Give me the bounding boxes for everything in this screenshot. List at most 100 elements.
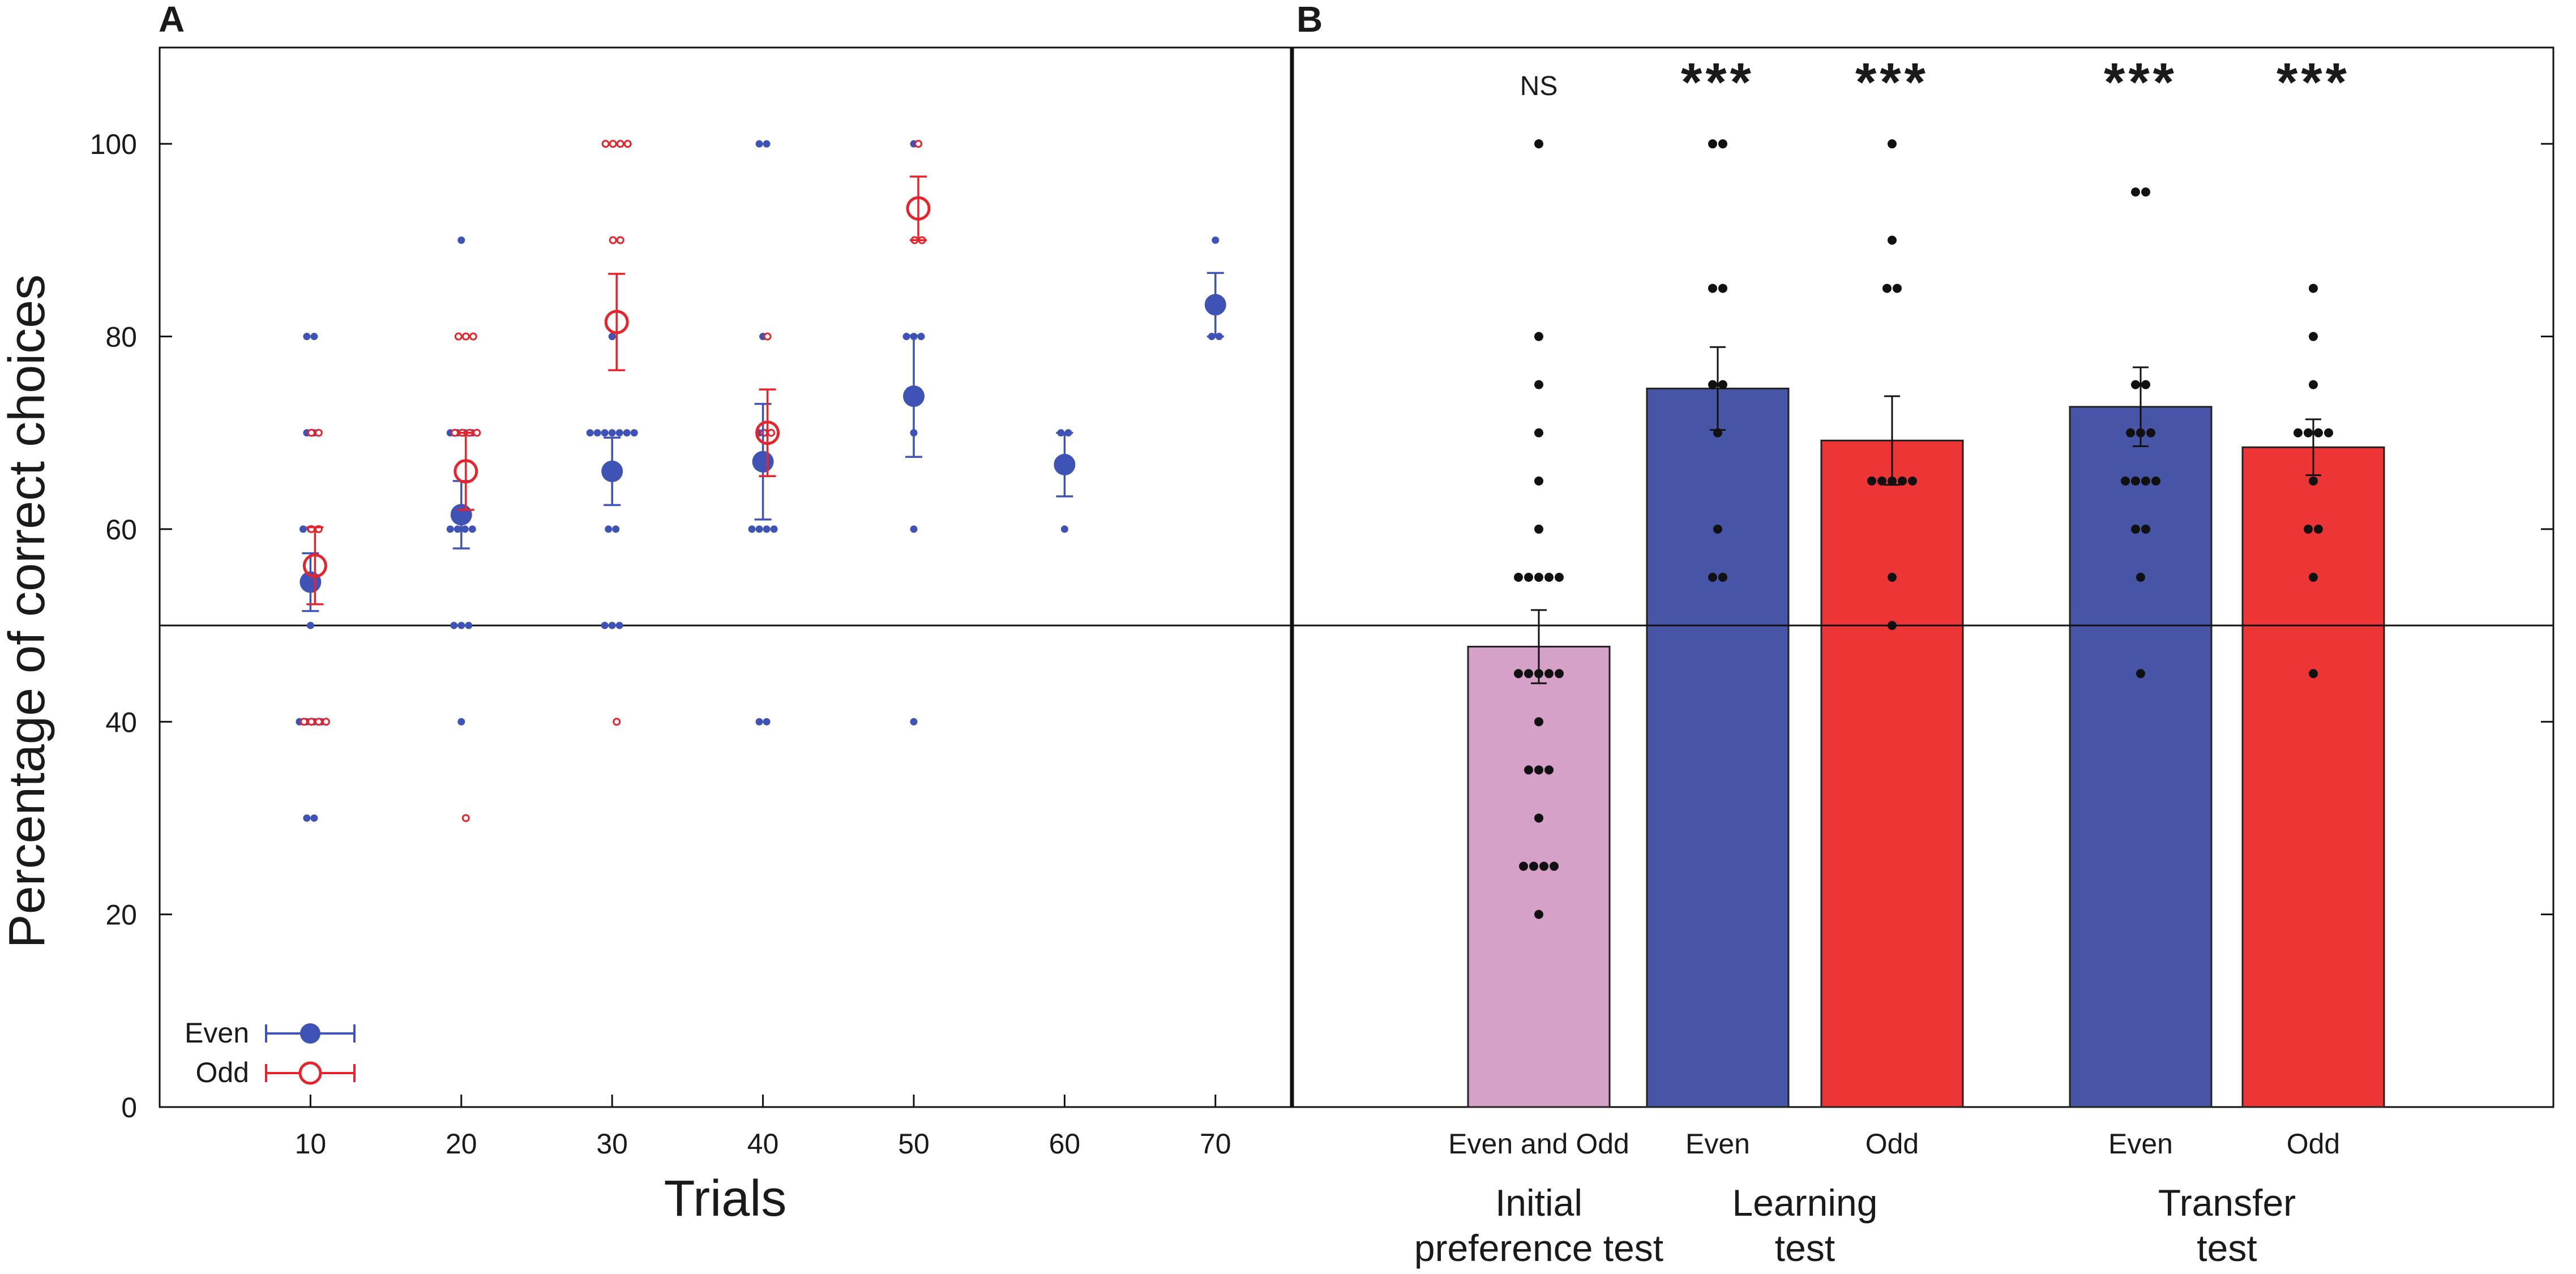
data-point-even — [615, 621, 623, 629]
significance-label: *** — [1681, 52, 1755, 113]
mean-marker-odd — [453, 459, 478, 484]
data-point-odd — [616, 140, 624, 148]
individual-point — [2151, 476, 2160, 486]
individual-point — [1514, 669, 1523, 679]
bar — [1820, 439, 1964, 1108]
data-point-odd — [763, 332, 772, 341]
individual-point — [1713, 524, 1722, 534]
individual-point — [2314, 524, 2323, 534]
mean-marker-even — [601, 460, 623, 482]
individual-point — [1534, 765, 1543, 775]
mean-marker-odd — [604, 310, 629, 334]
individual-point — [1908, 476, 1917, 486]
individual-point — [1888, 621, 1897, 630]
mean-marker-even — [903, 385, 925, 407]
mean-marker-even — [1054, 453, 1076, 475]
data-point-even — [910, 718, 918, 726]
mean-marker-odd — [302, 554, 327, 578]
bar — [2069, 406, 2213, 1108]
data-point-even — [755, 525, 763, 533]
individual-point — [1539, 861, 1548, 871]
individual-point — [2304, 524, 2313, 534]
panel-a-label: A — [159, 0, 185, 40]
individual-point — [1718, 284, 1727, 293]
individual-point — [1550, 861, 1559, 871]
group-label-line2: preference test — [1414, 1227, 1663, 1269]
individual-point — [2309, 669, 2318, 679]
individual-point — [1708, 573, 1717, 582]
data-point-even — [910, 525, 918, 533]
data-point-odd — [307, 718, 315, 726]
individual-point — [1888, 476, 1897, 486]
x-tick-label: 70 — [1200, 1128, 1231, 1160]
data-point-even — [615, 429, 623, 437]
individual-point — [1708, 380, 1717, 389]
data-point-even — [755, 140, 763, 148]
individual-point — [2131, 380, 2140, 389]
individual-point — [1555, 669, 1564, 679]
individual-point — [2136, 669, 2145, 679]
data-point-odd — [299, 718, 308, 726]
category-label: Even and Odd — [1448, 1128, 1629, 1160]
data-point-odd — [609, 236, 617, 244]
data-point-odd — [609, 140, 617, 148]
individual-point — [1524, 669, 1533, 679]
data-point-odd — [307, 428, 315, 437]
data-point-even — [303, 333, 311, 341]
individual-point — [1534, 380, 1543, 389]
category-label: Odd — [1865, 1128, 1919, 1160]
data-point-even — [605, 525, 613, 533]
panel-b-points — [1514, 139, 2333, 919]
individual-point — [1534, 524, 1543, 534]
panel-a-y-axis-label: Percentage of correct choices — [0, 274, 55, 949]
individual-point — [2314, 428, 2323, 437]
group-label-line2: test — [2197, 1227, 2257, 1269]
individual-point — [1718, 573, 1727, 582]
data-point-odd — [469, 332, 477, 341]
individual-point — [1867, 476, 1876, 486]
data-point-even — [601, 621, 609, 629]
mean-marker-odd — [906, 196, 931, 221]
data-point-odd — [613, 718, 621, 726]
x-tick-label: 50 — [898, 1128, 930, 1160]
individual-point — [1534, 669, 1543, 679]
individual-point — [2304, 428, 2313, 437]
individual-point — [1534, 139, 1543, 149]
data-point-even — [303, 814, 311, 822]
individual-point — [1893, 284, 1902, 293]
data-point-even — [310, 814, 318, 822]
individual-point — [1718, 380, 1727, 389]
individual-point — [2309, 476, 2318, 486]
bar — [2241, 446, 2385, 1108]
mean-marker-even — [752, 451, 774, 473]
legend-odd-marker — [298, 1061, 322, 1085]
category-label: Even — [1685, 1128, 1750, 1160]
individual-point — [2131, 187, 2140, 197]
individual-point — [1514, 573, 1523, 582]
individual-point — [2146, 428, 2155, 437]
data-point-odd — [451, 428, 459, 437]
individual-point — [2126, 428, 2135, 437]
group-label-line1: Transfer — [2158, 1182, 2296, 1224]
data-point-even — [306, 621, 314, 629]
data-point-odd — [314, 428, 323, 437]
data-point-odd — [454, 332, 463, 341]
data-point-odd — [322, 718, 330, 726]
individual-point — [1898, 476, 1907, 486]
mean-marker-even — [450, 504, 472, 526]
individual-point — [2121, 476, 2130, 486]
data-point-even — [608, 429, 616, 437]
individual-point — [1534, 573, 1543, 582]
individual-point — [2136, 573, 2145, 582]
bar — [1467, 646, 1611, 1108]
individual-point — [1534, 813, 1543, 823]
data-point-odd — [473, 428, 481, 437]
data-point-even — [763, 718, 771, 726]
legend-label-odd: Odd — [195, 1057, 249, 1088]
data-point-even — [310, 333, 318, 341]
data-point-even — [457, 718, 465, 726]
data-point-even — [763, 525, 771, 533]
data-point-odd — [461, 332, 470, 341]
